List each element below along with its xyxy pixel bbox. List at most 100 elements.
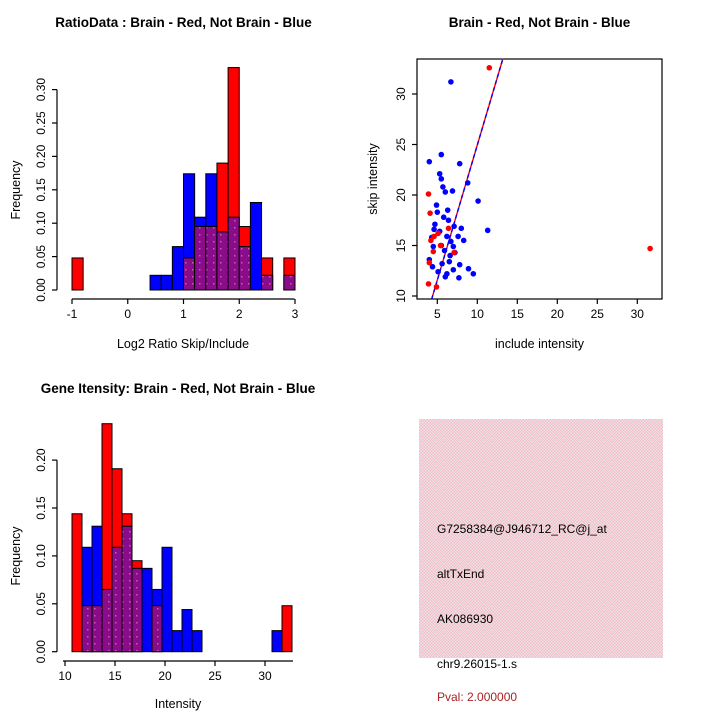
x-tick-label: 10 — [58, 669, 72, 683]
data-point — [435, 230, 441, 237]
hist-bar-overlap — [91, 605, 103, 653]
data-point — [433, 284, 440, 290]
y-tick-label: 0.05 — [34, 245, 48, 269]
hist-bar — [191, 630, 203, 653]
x-tick-label: 10 — [471, 307, 485, 321]
data-point — [440, 214, 447, 221]
histogram-bars — [71, 67, 296, 291]
data-point — [464, 180, 471, 186]
chromosome-location-text: chr9.26015-1.s — [437, 657, 518, 671]
data-point — [448, 238, 454, 245]
x-tick-label: -1 — [67, 307, 78, 321]
y-tick-label: 10 — [394, 289, 408, 303]
x-axis-label: Log2 Ratio Skip/Include — [117, 337, 249, 351]
x-axis-label: include intensity — [495, 337, 585, 351]
data-point — [456, 261, 463, 268]
panel-gene-intensity-histogram: Gene Itensity: Brain - Red, Not Brain - … — [0, 360, 360, 720]
hist-bar-overlap — [261, 274, 274, 291]
data-point — [425, 191, 432, 197]
hist-bar-overlap — [183, 257, 196, 291]
y-axis-label: Frequency — [9, 526, 23, 586]
fit-line — [431, 58, 504, 300]
hist-bar — [171, 246, 185, 291]
data-point — [446, 258, 453, 265]
ratio-histogram-title: RatioData : Brain - Red, Not Brain - Blu… — [55, 15, 312, 30]
y-tick-label: 0.10 — [34, 544, 48, 568]
data-point — [647, 245, 653, 252]
data-point — [430, 248, 437, 255]
data-point — [425, 281, 432, 287]
hist-bar — [171, 630, 183, 653]
fit-line-red — [431, 58, 504, 300]
data-point — [448, 79, 454, 85]
plot-box — [416, 58, 663, 300]
scatter-points-blue — [426, 79, 491, 281]
data-point — [426, 158, 433, 165]
x-tick-label: 15 — [511, 307, 525, 321]
y-axis-label: skip intensity — [366, 142, 380, 214]
x-tick-label: 0 — [124, 307, 131, 321]
data-point — [456, 275, 462, 281]
x-tick-label: 25 — [591, 307, 605, 321]
y-tick-label: 30 — [394, 87, 408, 101]
data-point — [451, 249, 457, 256]
gene-intensity-histogram-plot: 0.00 0.05 0.10 0.15 0.20 10 15 20 25 30 Intensity F… — [9, 423, 293, 711]
y-tick-label: 0.05 — [34, 592, 48, 616]
hist-bar — [71, 513, 83, 653]
scatter-title: Brain - Red, Not Brain - Blue — [448, 15, 631, 30]
hist-bar — [71, 257, 84, 291]
gene-histogram-title: Gene Itensity: Brain - Red, Not Brain - … — [40, 381, 316, 396]
hist-bar-overlap — [238, 246, 251, 291]
x-tick-label: 3 — [292, 307, 299, 321]
hist-bar — [160, 274, 173, 291]
data-point — [458, 225, 465, 232]
data-point — [465, 265, 472, 272]
ratio-histogram-plot: 0.00 0.05 0.10 0.15 0.20 0.25 0.30 -1 0 1 2 3 Log2 R… — [9, 67, 299, 351]
hist-bar-overlap — [205, 226, 218, 291]
data-point — [444, 207, 451, 213]
x-axis-label: Intensity — [155, 697, 202, 711]
hist-bar — [271, 630, 283, 653]
accession-text: AK086930 — [437, 612, 494, 626]
hist-bar — [161, 546, 173, 653]
data-point — [484, 227, 491, 234]
hist-bar — [181, 609, 193, 653]
x-tick-label: 2 — [236, 307, 243, 321]
y-axis-label: Frequency — [9, 160, 23, 220]
x-tick-label: 5 — [434, 307, 441, 321]
y-tick-label: 0.00 — [34, 278, 48, 302]
y-tick-label: 0.30 — [34, 78, 48, 102]
x-tick-label: 25 — [208, 669, 222, 683]
data-point — [431, 233, 437, 240]
hist-bar-overlap — [194, 226, 207, 291]
panel-gene-info: G7258384@J946712_RC@j_at altTxEnd AK0869… — [360, 360, 720, 720]
data-point — [455, 233, 461, 240]
pval-text: Pval: 2.000000 — [437, 690, 518, 704]
hist-bar — [249, 201, 263, 291]
hist-bar-overlap — [227, 216, 240, 291]
data-point — [450, 243, 457, 250]
data-point — [475, 198, 481, 204]
x-tick-label: 1 — [180, 307, 187, 321]
hist-bar-overlap — [283, 274, 296, 291]
data-point — [442, 274, 449, 280]
data-point — [439, 260, 445, 267]
data-point — [440, 184, 446, 190]
hist-bar-overlap — [81, 605, 93, 653]
hist-bar — [281, 605, 293, 653]
data-point — [437, 242, 444, 249]
y-tick-label: 0.10 — [34, 211, 48, 235]
hist-bar-overlap — [151, 605, 163, 653]
probe-id-text: G7258384@J946712_RC@j_at — [437, 522, 607, 536]
data-point — [486, 64, 493, 71]
data-point — [456, 160, 463, 167]
y-tick-label: 0.20 — [34, 144, 48, 168]
data-point — [438, 151, 445, 158]
data-point — [434, 209, 441, 215]
y-tick-label: 0.00 — [34, 640, 48, 664]
y-tick-label: 0.15 — [34, 496, 48, 520]
y-tick-label: 0.20 — [34, 448, 48, 472]
x-tick-label: 15 — [108, 669, 122, 683]
data-point — [451, 223, 457, 230]
